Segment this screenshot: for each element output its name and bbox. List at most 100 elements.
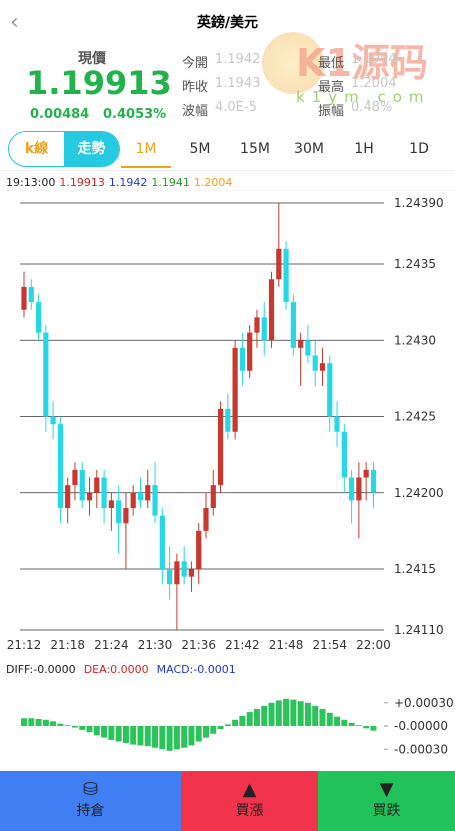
macd-bar [261, 705, 268, 726]
candle-body [196, 530, 202, 569]
candle-body [72, 469, 78, 486]
macd-bar [363, 726, 370, 729]
candle-body [217, 408, 224, 486]
macd-bar [71, 726, 78, 728]
candle-body [239, 347, 245, 371]
buy-down-button[interactable]: ▼ 買跌 [318, 771, 455, 831]
tab-kline[interactable]: k線 [24, 141, 49, 157]
candle-body [94, 477, 100, 493]
interval-tab[interactable]: 15M [240, 141, 270, 157]
macd-bar [253, 708, 260, 726]
candle-body [305, 340, 311, 356]
candle-body [298, 340, 304, 348]
candle-body [35, 302, 42, 333]
y-tick-label: 1.24200 [394, 486, 444, 500]
candle-body [57, 424, 63, 508]
candle-body [247, 332, 253, 371]
candle-body [108, 500, 114, 508]
position-label: 持倉 [76, 803, 105, 819]
interval-tab[interactable]: 30M [294, 141, 324, 157]
macd-legend-item: DIFF:-0.0000 [6, 663, 76, 676]
macd-bar [355, 725, 362, 726]
legend-item: 1.1942 [108, 176, 148, 189]
candle-body [349, 477, 355, 501]
plot-border [0, 190, 455, 191]
buy-up-button[interactable]: ▲ 買漲 [181, 771, 318, 831]
candle-body [341, 431, 347, 478]
macd-bar [93, 726, 100, 736]
candle-body [268, 279, 275, 341]
candle-body [181, 561, 187, 577]
position-button[interactable]: ⛁ 持倉 [0, 771, 181, 831]
candle-body [356, 477, 362, 501]
price-label: 現價 [78, 51, 106, 67]
macd-bar [115, 726, 122, 742]
interval-tab[interactable]: 1H [354, 141, 374, 157]
candle-body [50, 416, 56, 425]
macd-bar [21, 718, 27, 726]
x-tick-label: 21:48 [269, 638, 304, 652]
candle-body [327, 363, 333, 417]
interval-tab[interactable]: 5M [189, 141, 211, 157]
y-tick-label: +0.00030 [394, 696, 454, 710]
macd-bar [50, 721, 57, 726]
macd-bar [130, 726, 137, 745]
candle-body [28, 286, 34, 303]
candle-body [130, 492, 136, 508]
macd-bar [35, 719, 42, 726]
watermark-logo: K1源码 [296, 41, 428, 85]
interval-tab[interactable]: 1D [409, 141, 429, 157]
macd-legend-item: MACD:-0.0001 [156, 663, 236, 676]
candle-body [101, 477, 107, 508]
candle-body [276, 248, 282, 280]
back-icon[interactable]: ‹ [10, 10, 19, 35]
y-tick-label: 1.2425 [394, 410, 436, 424]
macd-bar [290, 699, 297, 726]
macd-bar [159, 726, 166, 750]
stat-label: 最高 [318, 80, 345, 95]
candle-body [261, 317, 267, 341]
macd-bar [203, 726, 209, 738]
x-tick-label: 21:18 [50, 638, 85, 652]
candle-body [43, 332, 49, 417]
chart: 1.24390 1.2435 1.2430 1.2425 1.24200 1.2415 1.… [0, 190, 455, 756]
macd-legend-item: DEA:0.0000 [83, 663, 149, 676]
macd-bar [268, 702, 275, 726]
interval-tab[interactable]: 1M [135, 141, 157, 157]
tab-underline [121, 166, 171, 168]
candle-body [334, 416, 340, 432]
macd-bar [122, 726, 129, 744]
tab-trend[interactable]: 走勢 [64, 132, 119, 166]
stat-value: 4.0E-5 [215, 100, 257, 115]
candle-body [319, 363, 326, 371]
candle-body [123, 508, 129, 524]
stat-label: 振幅 [318, 104, 345, 119]
x-tick-label: 21:12 [7, 638, 42, 652]
macd-bar [210, 726, 217, 734]
macd-bar [283, 698, 290, 726]
candle-body [145, 485, 151, 501]
candle-body [79, 469, 85, 501]
candle-body [203, 508, 209, 531]
divider [0, 170, 455, 171]
candle-body [370, 469, 377, 493]
stat-value: 1.1943 [215, 76, 261, 91]
y-tick-label: 1.2415 [394, 562, 436, 576]
candle-body [363, 469, 369, 478]
macd-bar [334, 716, 341, 726]
x-tick-label: 22:00 [356, 638, 391, 652]
macd-bar [370, 726, 377, 731]
stat-value: 0.48% [351, 100, 393, 115]
legend-item: 19:13:00 [6, 176, 56, 189]
stat-label: 波幅 [182, 104, 209, 119]
x-tick-label: 21:54 [312, 638, 347, 652]
y-tick-label: 1.24390 [394, 196, 444, 210]
macd-bar [246, 712, 253, 726]
macd-bar [86, 726, 93, 733]
macd-bar [319, 708, 326, 726]
macd-bar [326, 712, 333, 726]
buy-up-label: 買漲 [235, 803, 264, 819]
stat-value: 1.1904 [351, 52, 397, 67]
candle-body [188, 569, 195, 577]
